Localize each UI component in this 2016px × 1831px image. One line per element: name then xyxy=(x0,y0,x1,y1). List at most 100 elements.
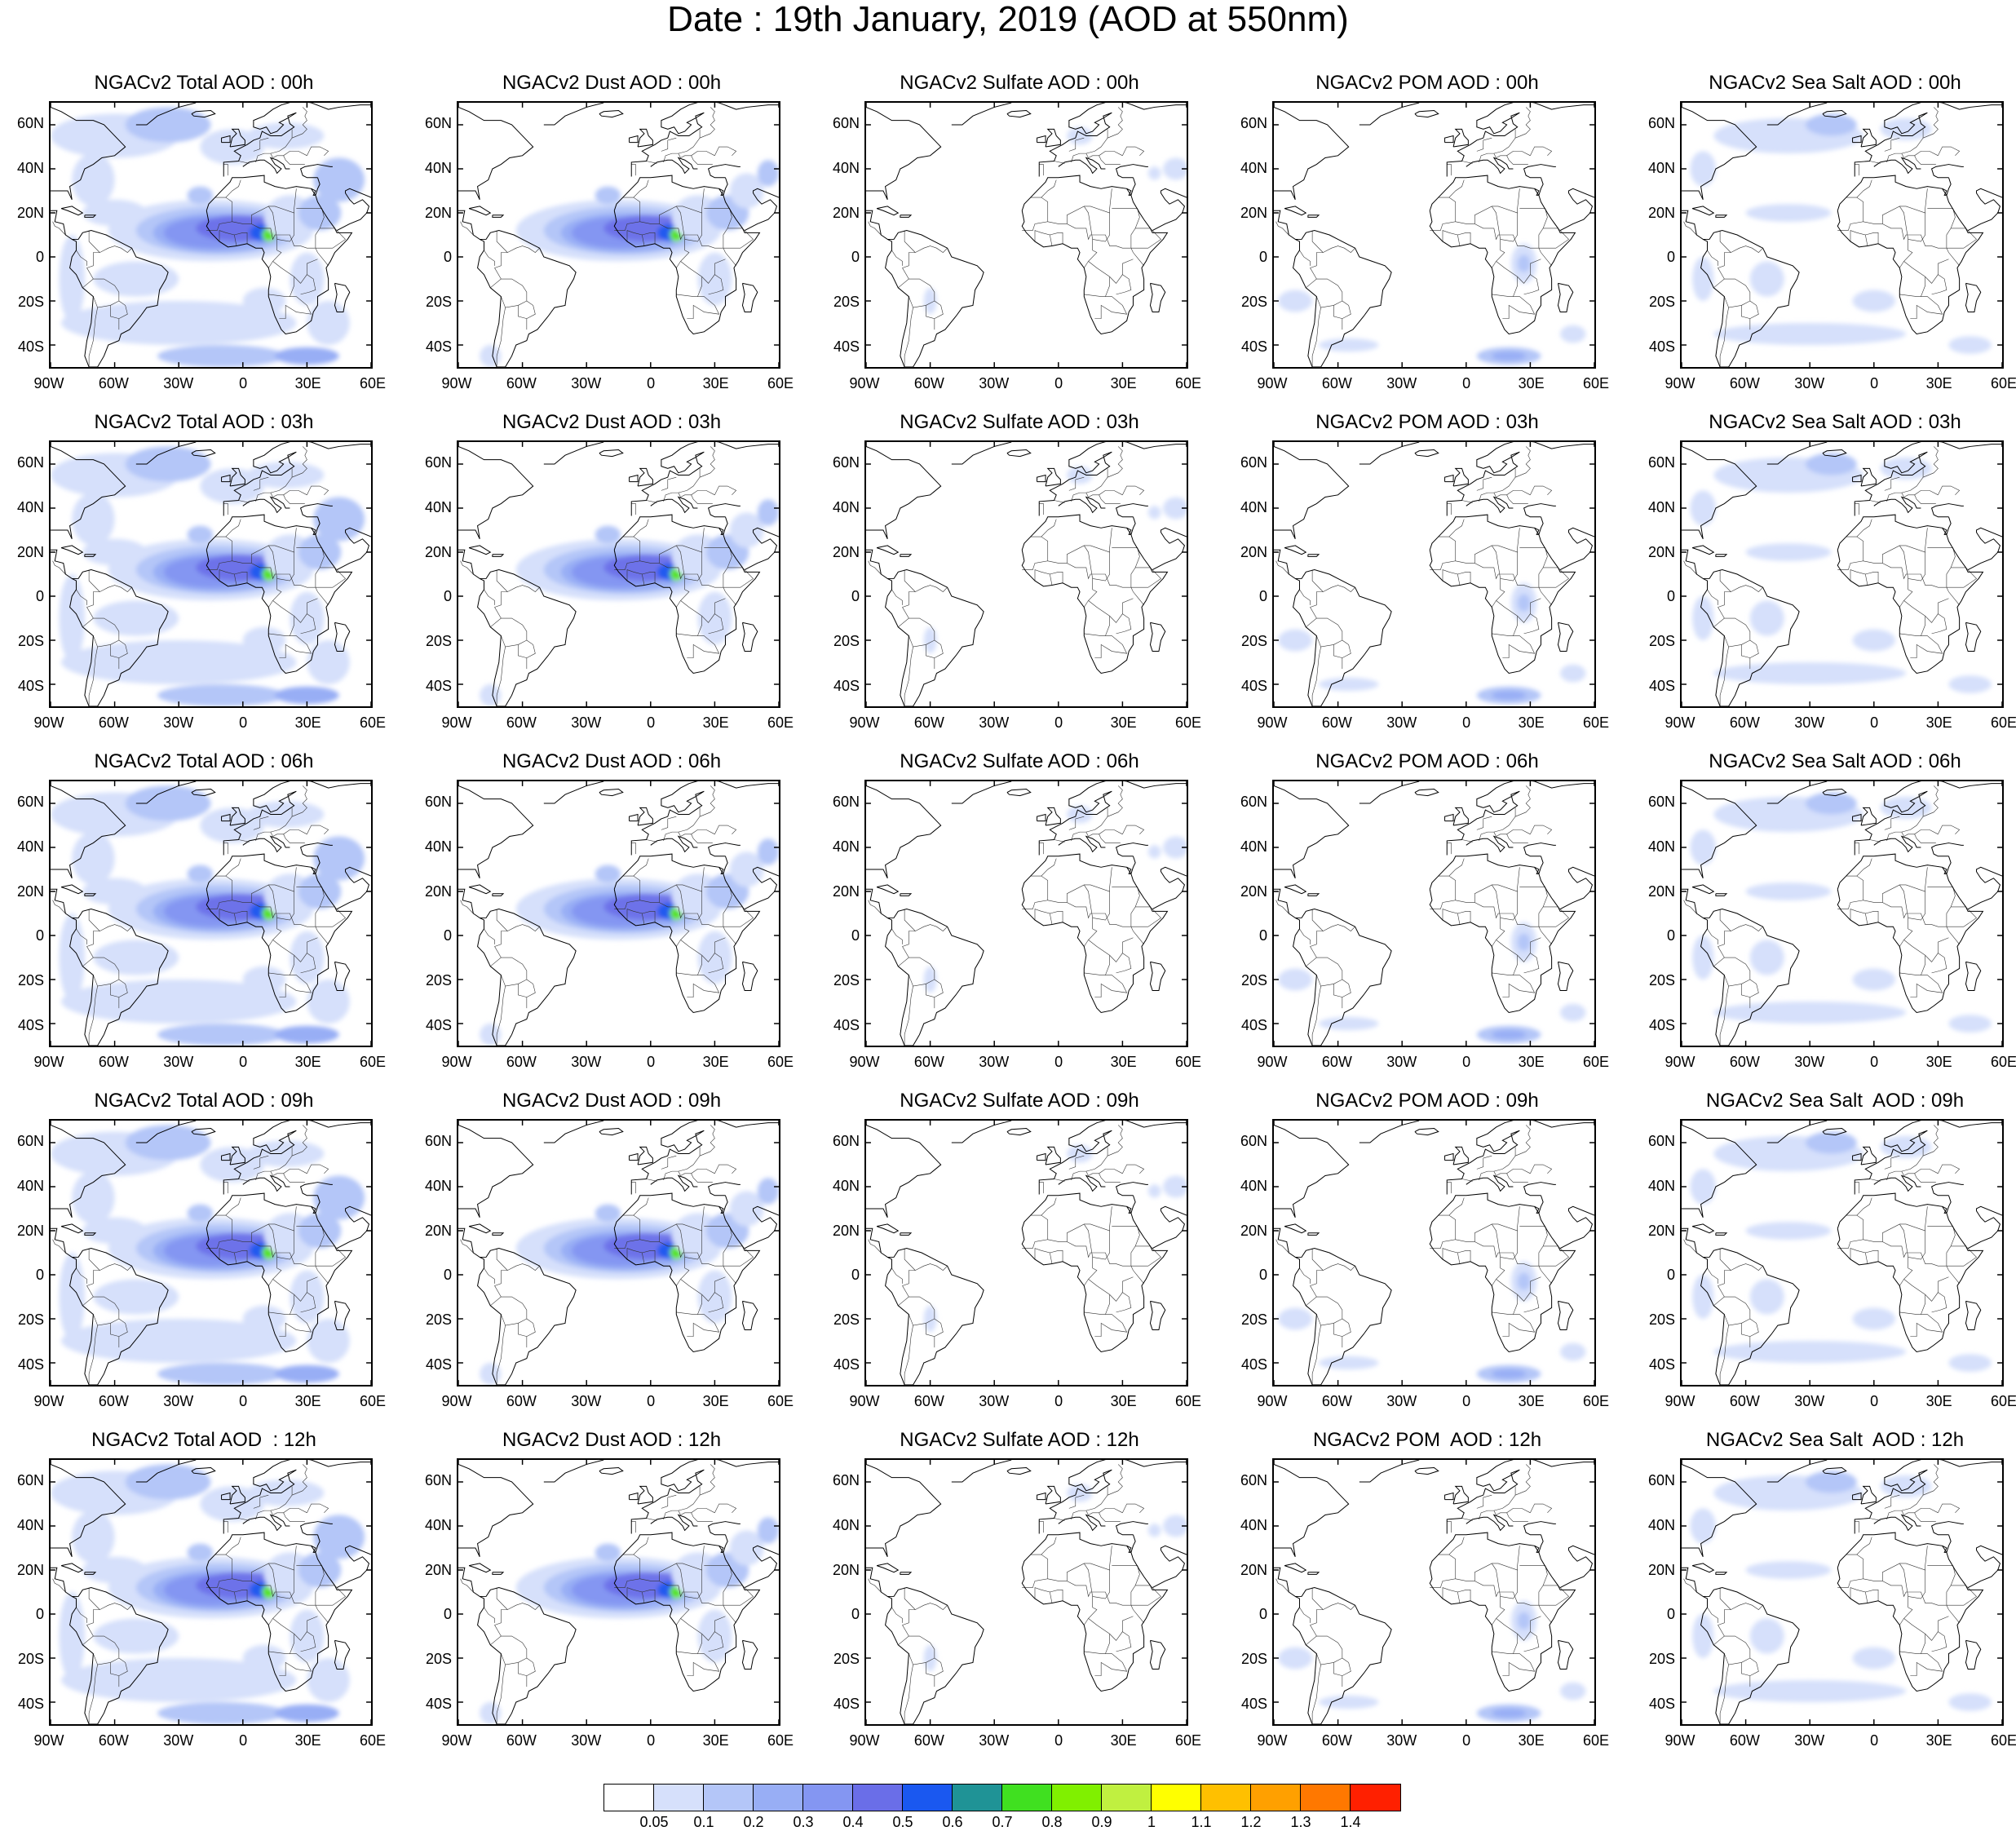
country-border xyxy=(290,955,294,975)
country-border xyxy=(891,1607,903,1623)
coastline xyxy=(1115,843,1148,857)
country-border xyxy=(708,1292,724,1313)
country-border xyxy=(1084,206,1098,268)
country-border xyxy=(902,1263,948,1298)
lat-tick-label: 20N xyxy=(832,882,860,900)
lat-tick-label: 40N xyxy=(424,499,452,515)
lat-tick-label: 40N xyxy=(832,160,860,176)
coastline xyxy=(1444,1492,1454,1501)
coastline xyxy=(1307,1232,1320,1236)
country-border xyxy=(283,834,305,843)
lon-tick-label: 0 xyxy=(1054,1054,1063,1070)
coastline xyxy=(637,128,653,148)
lat-tick-label: 20N xyxy=(424,1222,452,1239)
country-border xyxy=(868,900,882,914)
coastline xyxy=(876,545,900,555)
lon-tick-label: 0 xyxy=(1462,1732,1471,1749)
coastline xyxy=(51,549,169,706)
aod-patch xyxy=(307,1319,350,1363)
coastline xyxy=(1860,1146,1877,1165)
country-border xyxy=(691,1173,713,1183)
coastline xyxy=(1965,282,1982,313)
coastline xyxy=(1854,442,2002,516)
coastline xyxy=(866,210,984,367)
country-border xyxy=(1430,1214,1457,1249)
country-border xyxy=(1457,232,1471,244)
country-border xyxy=(1306,617,1343,648)
country-border xyxy=(255,1147,293,1180)
aod-patch xyxy=(1690,490,1716,526)
lat-tick-label: 20S xyxy=(1648,633,1675,649)
country-border xyxy=(88,1665,98,1724)
aod-patch xyxy=(157,345,286,367)
country-border xyxy=(1908,1231,1925,1260)
country-border xyxy=(270,829,307,837)
aod-patch xyxy=(1852,1307,1895,1330)
coastline xyxy=(951,781,1012,804)
country-border xyxy=(1931,1292,1947,1313)
country-border xyxy=(283,1512,305,1522)
aod-patch xyxy=(1163,1515,1187,1537)
country-border xyxy=(1050,911,1063,922)
country-border xyxy=(614,536,641,570)
lon-tick-label: 30E xyxy=(1110,1054,1137,1070)
lon-tick-label: 0 xyxy=(647,1732,656,1749)
country-border xyxy=(1718,1603,1763,1637)
coastline xyxy=(900,1232,913,1236)
coastline xyxy=(1006,1466,1032,1475)
country-border xyxy=(490,1296,528,1326)
aod-patch xyxy=(923,287,937,315)
coastline xyxy=(1149,1639,1166,1670)
lon-tick-label: 60W xyxy=(506,1393,537,1409)
aod-patch xyxy=(247,801,325,828)
country-border xyxy=(1523,1631,1540,1652)
lon-tick-label: 30E xyxy=(1518,1732,1545,1749)
coastline xyxy=(630,781,779,856)
country-border xyxy=(1071,807,1108,841)
colorbar-label: 0.2 xyxy=(743,1814,764,1830)
country-border xyxy=(1085,151,1123,158)
coastline xyxy=(1126,1195,1136,1214)
map-panel-seasalt-09h: NGACv2 Sea Salt AOD : 09h 60N 40N 20N 0 20S 40… xyxy=(1631,1090,2016,1424)
lon-tick-label: 60W xyxy=(98,714,129,731)
map-panel-pom-00h: NGACv2 POM AOD : 00h 60N 40N 20N 0 20S 40S 90W 6… xyxy=(1223,72,1631,406)
coastline xyxy=(1284,545,1307,555)
aod-patch xyxy=(1852,968,1895,991)
aod-patch xyxy=(1690,1508,1716,1544)
lat-tick-label: 40S xyxy=(17,677,44,694)
lat-tick-label: 60N xyxy=(832,1472,860,1489)
lon-tick-label: 30W xyxy=(1794,714,1825,731)
country-border xyxy=(1122,825,1145,835)
coastline xyxy=(1284,1563,1307,1573)
aod-patch xyxy=(264,231,272,239)
coastline xyxy=(206,1192,353,1353)
country-border xyxy=(904,1325,913,1385)
country-border xyxy=(526,639,536,670)
country-border xyxy=(1050,232,1063,244)
country-border xyxy=(1749,300,1759,330)
lon-tick-label: 30E xyxy=(702,375,729,391)
country-border xyxy=(1886,807,1924,841)
country-border xyxy=(1092,1570,1110,1599)
country-border xyxy=(1116,1631,1132,1652)
country-border xyxy=(82,957,120,987)
country-border xyxy=(1506,1173,1528,1183)
country-border xyxy=(118,300,128,330)
country-border xyxy=(1850,1587,1868,1603)
aod-patch xyxy=(59,574,85,662)
country-border xyxy=(1914,1512,1936,1522)
country-border xyxy=(1514,1464,1531,1496)
country-border xyxy=(1299,928,1311,944)
coastline xyxy=(1715,1572,1728,1575)
coastline xyxy=(1446,103,1594,177)
lon-tick-label: 60E xyxy=(1174,1054,1202,1070)
country-border xyxy=(268,1311,312,1337)
map-panel-sulfate-06h: NGACv2 Sulfate AOD : 06h 60N 40N 20N 0 20S 40S… xyxy=(816,750,1223,1085)
country-border xyxy=(642,1250,656,1262)
country-border xyxy=(1513,1634,1518,1654)
coastline xyxy=(1307,893,1320,896)
coastline xyxy=(650,1514,698,1532)
lon-tick-label: 90W xyxy=(1257,1054,1288,1070)
country-border xyxy=(496,1325,506,1385)
aod-patch xyxy=(307,980,350,1024)
